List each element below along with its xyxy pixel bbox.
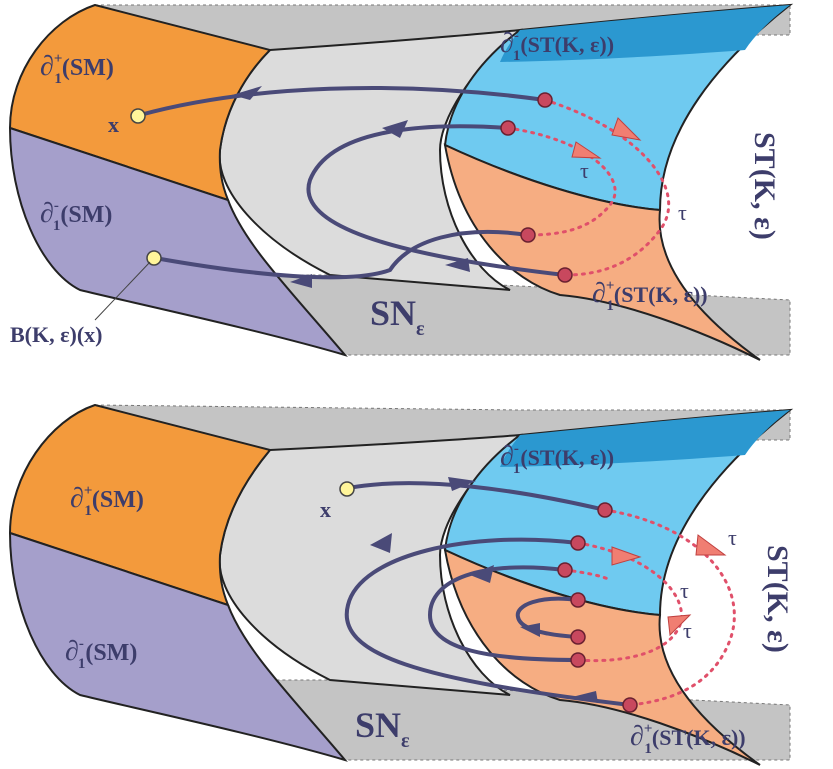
bottom-point-red-7 bbox=[622, 697, 638, 713]
bottom-label-sm-minus: ∂-1(SM) bbox=[65, 636, 137, 672]
top-sm-minus-patch bbox=[8, 126, 348, 357]
bottom-label-st-minus: ∂-1(ST(K, ε)) bbox=[500, 441, 614, 477]
bottom-trajectory-loop-inner-arrow bbox=[520, 623, 540, 637]
bottom-point-red-5 bbox=[570, 629, 586, 645]
top-label-sm-minus: ∂-1(SM) bbox=[40, 198, 112, 234]
top-back-gray-band bbox=[94, 4, 791, 51]
top-front-gray-band bbox=[258, 274, 791, 356]
bottom-trajectory-loop-mid bbox=[427, 565, 579, 662]
bottom-trajectory-x bbox=[347, 481, 606, 512]
top-sm-plus-patch bbox=[8, 3, 272, 202]
bottom-dotted-arc-outer bbox=[603, 508, 736, 707]
bottom-trajectory-loop-inner bbox=[515, 596, 579, 639]
bottom-trajectory-loop-outer-arrow-1 bbox=[370, 533, 392, 553]
bottom-red-arrow-2 bbox=[611, 546, 642, 566]
bottom-red-arrow-3 bbox=[667, 614, 692, 637]
top-point-red-3 bbox=[520, 227, 536, 243]
top-trajectory-b bbox=[154, 229, 529, 280]
bottom-point-x bbox=[339, 481, 355, 497]
top-label-sn: SNε bbox=[370, 293, 425, 340]
bottom-trajectory-loop-mid-arrow bbox=[470, 565, 494, 583]
top-st-minus-dark-strip bbox=[500, 5, 790, 62]
top-label-st-plus: ∂+ 1(ST(K, ε)) bbox=[592, 278, 708, 314]
bottom-trajectory-x-arrow bbox=[448, 477, 476, 491]
top-point-red-4 bbox=[557, 267, 573, 283]
top-b-leader bbox=[94, 261, 151, 321]
bottom-st-minus-dark-strip bbox=[500, 410, 790, 467]
top-trajectory-loop-arrow-2 bbox=[445, 258, 470, 272]
top-label-tau-2: τ bbox=[678, 200, 687, 225]
top-point-x bbox=[130, 108, 146, 124]
bottom-label-tau-1: τ bbox=[728, 525, 737, 550]
top-label-sm-plus: ∂+ 1(SM) bbox=[40, 51, 114, 87]
bottom-sm-minus-patch bbox=[8, 531, 348, 762]
bottom-trajectory-loop-outer-arrow-2 bbox=[572, 691, 598, 703]
top-trajectory-x bbox=[139, 86, 546, 117]
top-label-x: x bbox=[108, 112, 119, 137]
bottom-point-red-3 bbox=[557, 562, 573, 578]
top-point-b bbox=[146, 250, 162, 266]
bottom-label-sm-plus: ∂+ 1(SM) bbox=[70, 483, 144, 519]
bottom-trajectory-loop-outer bbox=[344, 537, 631, 707]
bottom-label-st-vertical: ST(K, ε) bbox=[761, 545, 794, 653]
top-trajectory-loop-arrow-1 bbox=[382, 120, 408, 138]
bottom-red-arrow-1 bbox=[695, 534, 727, 556]
bottom-label-tau-3: τ bbox=[683, 618, 692, 643]
bottom-label-tau-2: τ bbox=[680, 578, 689, 603]
top-label-st-minus: ∂-1(ST(K, ε)) bbox=[500, 28, 614, 64]
bottom-label-sn: SNε bbox=[355, 705, 410, 752]
bottom-sm-plus-patch bbox=[8, 403, 272, 607]
top-st-plus-patch bbox=[443, 143, 761, 361]
top-point-red-1 bbox=[537, 92, 553, 108]
top-label-st-vertical: ST(K, ε) bbox=[748, 132, 781, 240]
bottom-point-red-6 bbox=[570, 652, 586, 668]
top-label-tau-1: τ bbox=[580, 158, 589, 183]
top-dotted-arc-outer bbox=[543, 98, 671, 277]
bottom-label-st-plus: ∂+ 1(ST(K, ε)) bbox=[630, 721, 746, 757]
top-dotted-arc-inner bbox=[506, 126, 617, 237]
bottom-point-red-2 bbox=[570, 535, 586, 551]
bottom-point-red-1 bbox=[597, 502, 613, 518]
bottom-point-red-4 bbox=[570, 592, 586, 608]
top-point-red-2 bbox=[500, 120, 516, 136]
bottom-label-x: x bbox=[320, 497, 331, 522]
top-trajectory-b-arrow bbox=[290, 274, 312, 288]
top-trajectory-loop bbox=[306, 124, 566, 277]
top-red-arrow-1 bbox=[611, 117, 642, 141]
top-diagram: ∂+ 1(SM) ∂-1(SM) x ∂-1(ST(K, ε)) ∂+ 1(ST(K… bbox=[8, 3, 794, 361]
bottom-diagram: ∂+ 1(SM) ∂-1(SM) x ∂-1(ST(K, ε)) ∂+ 1(ST(K… bbox=[8, 403, 794, 766]
bottom-st-plus-patch bbox=[443, 548, 761, 766]
top-red-arrow-2 bbox=[571, 141, 602, 159]
top-label-b: B(K, ε)(x) bbox=[10, 322, 103, 347]
top-trajectory-x-arrow bbox=[232, 86, 262, 100]
